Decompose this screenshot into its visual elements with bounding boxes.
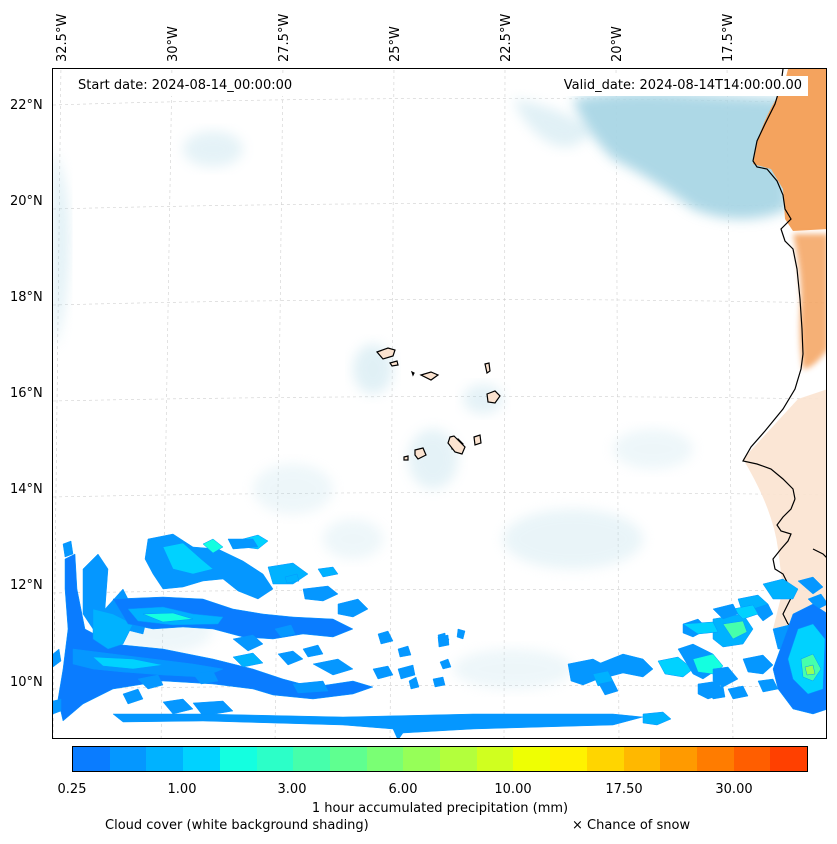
- colorbar-segment-18: [733, 747, 771, 771]
- map-panel[interactable]: [52, 68, 827, 739]
- colorbar-segment-7: [329, 747, 367, 771]
- colorbar-segment-15: [623, 747, 661, 771]
- lon-label-22-5w: 22.5°W: [499, 13, 514, 62]
- lat-label-12n: 12°N: [10, 578, 43, 593]
- precipitation-field: [53, 533, 826, 738]
- map-canvas: [53, 69, 826, 738]
- colorbar-tick-6-00: 6.00: [388, 782, 418, 797]
- colorbar-segment-9: [403, 747, 441, 771]
- land-shading: [743, 69, 826, 629]
- lon-label-32-5w: 32.5°W: [55, 13, 70, 62]
- lat-label-22n: 22°N: [10, 98, 43, 113]
- cloud-cover-legend: Cloud cover (white background shading): [105, 818, 369, 833]
- lon-label-20w: 20°W: [610, 26, 625, 62]
- colorbar-label: 1 hour accumulated precipitation (mm): [311, 801, 569, 816]
- start-date-label: Start date: 2024-08-14_00:00:00: [72, 76, 299, 96]
- colorbar-tick-3-00: 3.00: [277, 782, 307, 797]
- lat-label-16n: 16°N: [10, 386, 43, 401]
- lon-label-17-5w: 17.5°W: [721, 13, 736, 62]
- colorbar-segment-0: [73, 747, 110, 771]
- colorbar-tick-17-50: 17.50: [605, 782, 643, 797]
- colorbar-tick-10-00: 10.00: [494, 782, 532, 797]
- colorbar-tick-0-25: 0.25: [57, 782, 87, 797]
- lat-label-20n: 20°N: [10, 194, 43, 209]
- graticule: [53, 69, 826, 738]
- colorbar-segment-2: [146, 747, 184, 771]
- cloud-cover-shading: [53, 92, 788, 689]
- colorbar-segment-3: [183, 747, 220, 771]
- snow-chance-legend: × Chance of snow: [572, 818, 691, 833]
- colorbar-segment-6: [293, 747, 330, 771]
- lat-label-10n: 10°N: [10, 675, 43, 690]
- lat-label-18n: 18°N: [10, 290, 43, 305]
- colorbar-tick-30-00: 30.00: [715, 782, 753, 797]
- lon-label-30w: 30°W: [166, 26, 181, 62]
- colorbar-segment-10: [440, 747, 477, 771]
- lon-label-27-5w: 27.5°W: [277, 13, 292, 62]
- colorbar-segment-11: [476, 747, 514, 771]
- colorbar-segment-8: [366, 747, 404, 771]
- colorbar-segment-16: [660, 747, 697, 771]
- colorbar-segment-13: [550, 747, 587, 771]
- colorbar-segment-17: [696, 747, 734, 771]
- colorbar-segment-1: [109, 747, 147, 771]
- colorbar-tick-1-00: 1.00: [167, 782, 197, 797]
- lat-label-14n: 14°N: [10, 482, 43, 497]
- colorbar-segment-4: [219, 747, 257, 771]
- valid-date-label: Valid_date: 2024-08-14T14:00:00.00: [557, 76, 808, 96]
- colorbar-segment-5: [256, 747, 294, 771]
- colorbar-segment-19: [770, 747, 808, 771]
- colorbar-segment-12: [513, 747, 551, 771]
- colorbar-segment-14: [586, 747, 624, 771]
- lon-label-25w: 25°W: [388, 26, 403, 62]
- precipitation-colorbar: [72, 746, 808, 772]
